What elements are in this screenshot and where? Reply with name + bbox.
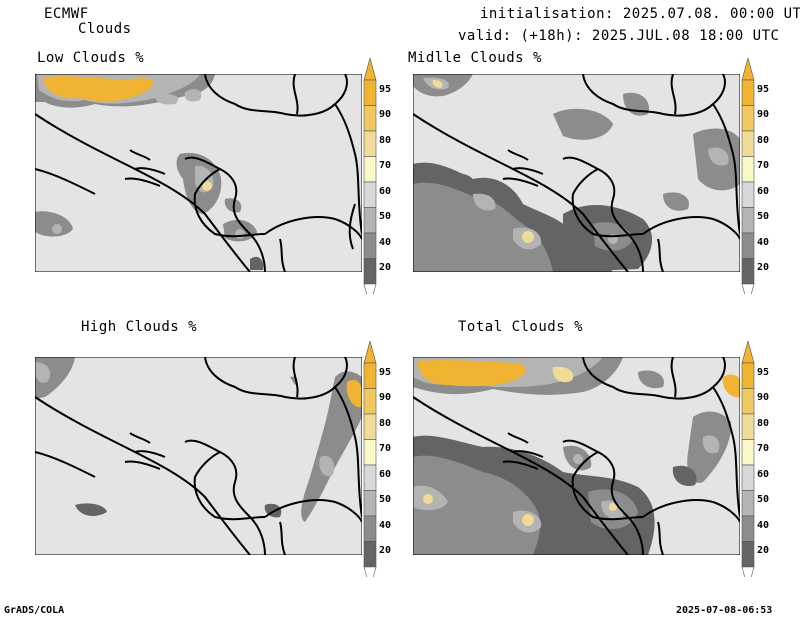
colorbar-tick-label: 60 (379, 185, 392, 197)
colorbar-tick-label: 60 (757, 185, 770, 197)
panel-title-high: High Clouds % (81, 319, 198, 335)
colorbar-bottom-triangle (741, 566, 755, 577)
colorbar-tick-label: 20 (379, 545, 392, 556)
colorbar-segment (363, 439, 377, 466)
cloud-field-middle (413, 74, 740, 272)
colorbar-segment (363, 413, 377, 440)
colorbar-top-triangle (741, 58, 755, 81)
colorbar-high: 95 90 80 70 60 50 40 20 (363, 341, 403, 577)
colorbar-segment (363, 464, 377, 491)
colorbar-segment (363, 258, 377, 285)
colorbar-top-triangle (741, 341, 755, 364)
colorbar-segment (741, 515, 755, 542)
colorbar-segment (741, 388, 755, 415)
map-borders-total (413, 357, 740, 555)
colorbar-segment (363, 79, 377, 106)
colorbar-top-triangle (363, 58, 377, 81)
colorbar-tick-label: 95 (757, 83, 770, 95)
map-panel-high-clouds (35, 357, 362, 555)
colorbar-low: 95 90 80 70 60 50 40 20 (363, 58, 403, 294)
colorbar-tick-label: 40 (757, 236, 770, 248)
model-label: ECMWF (44, 6, 89, 22)
colorbar-tick-label: 95 (379, 83, 392, 95)
colorbar-tick-label: 90 (379, 392, 392, 403)
colorbar-tick-label: 95 (757, 366, 770, 378)
colorbar-top-triangle (363, 341, 377, 364)
map-borders-low (35, 74, 362, 272)
colorbar-segment (741, 362, 755, 389)
colorbar-tick-label: 80 (379, 134, 392, 146)
colorbar-bottom-triangle (741, 283, 755, 294)
colorbar-tick-label: 50 (379, 211, 392, 222)
colorbar-tick-label: 20 (757, 545, 770, 556)
colorbar-segment (363, 156, 377, 183)
footer-software: GrADS/COLA (4, 605, 65, 616)
cloud-field-total (413, 357, 740, 555)
valid-time: valid: (+18h): 2025.JUL.08 18:00 UTC (458, 28, 780, 44)
colorbar-segment (363, 541, 377, 568)
colorbar-tick-label: 90 (757, 392, 770, 403)
colorbar-tick-label: 40 (757, 519, 770, 531)
colorbar-tick-label: 90 (757, 109, 770, 120)
colorbar-tick-label: 80 (757, 134, 770, 146)
panel-title-low: Low Clouds % (37, 50, 145, 66)
colorbar-bottom-triangle (363, 566, 377, 577)
colorbar-segment (363, 388, 377, 415)
colorbar-tick-label: 20 (379, 262, 392, 273)
colorbar-bottom-triangle (363, 283, 377, 294)
colorbar-segment (741, 207, 755, 234)
colorbar-segment (363, 232, 377, 259)
map-panel-total-clouds (413, 357, 740, 555)
panel-title-total: Total Clouds % (458, 319, 584, 335)
colorbar-segment (363, 130, 377, 157)
colorbar-tick-label: 40 (379, 519, 392, 531)
colorbar-segment (741, 464, 755, 491)
colorbar-tick-label: 50 (757, 211, 770, 222)
map-borders-middle (413, 74, 740, 272)
colorbar-tick-label: 95 (379, 366, 392, 378)
footer-timestamp: 2025-07-08-06:53 (676, 605, 773, 616)
colorbar-segment (363, 105, 377, 132)
colorbar-tick-label: 60 (379, 468, 392, 480)
colorbar-total: 95 90 80 70 60 50 40 20 (741, 341, 781, 577)
colorbar-segment (741, 232, 755, 259)
colorbar-segment (741, 105, 755, 132)
colorbar-tick-label: 80 (379, 417, 392, 429)
colorbar-segment (741, 490, 755, 517)
colorbar-tick-label: 70 (757, 160, 770, 171)
colorbar-middle: 95 90 80 70 60 50 40 20 (741, 58, 781, 294)
colorbar-segment (363, 362, 377, 389)
map-panel-middle-clouds (413, 74, 740, 272)
colorbar-tick-label: 20 (757, 262, 770, 273)
colorbar-segment (741, 130, 755, 157)
colorbar-segment (741, 258, 755, 285)
colorbar-segment (741, 439, 755, 466)
colorbar-tick-label: 70 (379, 160, 392, 171)
colorbar-tick-label: 40 (379, 236, 392, 248)
colorbar-tick-label: 80 (757, 417, 770, 429)
colorbar-segment (363, 490, 377, 517)
colorbar-segment (741, 181, 755, 208)
colorbar-segment (741, 413, 755, 440)
colorbar-segment (741, 541, 755, 568)
colorbar-tick-label: 70 (379, 443, 392, 454)
map-borders-high (35, 357, 362, 555)
panel-title-middle: Midlle Clouds % (408, 50, 542, 66)
init-time: initialisation: 2025.07.08. 00:00 UTC (480, 6, 800, 22)
colorbar-tick-label: 50 (757, 494, 770, 505)
colorbar-segment (363, 181, 377, 208)
colorbar-segment (363, 207, 377, 234)
map-panel-low-clouds (35, 74, 362, 272)
colorbar-tick-label: 60 (757, 468, 770, 480)
colorbar-tick-label: 70 (757, 443, 770, 454)
colorbar-segment (741, 156, 755, 183)
colorbar-segment (363, 515, 377, 542)
colorbar-tick-label: 50 (379, 494, 392, 505)
variable-label: Clouds (78, 21, 132, 37)
colorbar-segment (741, 79, 755, 106)
colorbar-tick-label: 90 (379, 109, 392, 120)
